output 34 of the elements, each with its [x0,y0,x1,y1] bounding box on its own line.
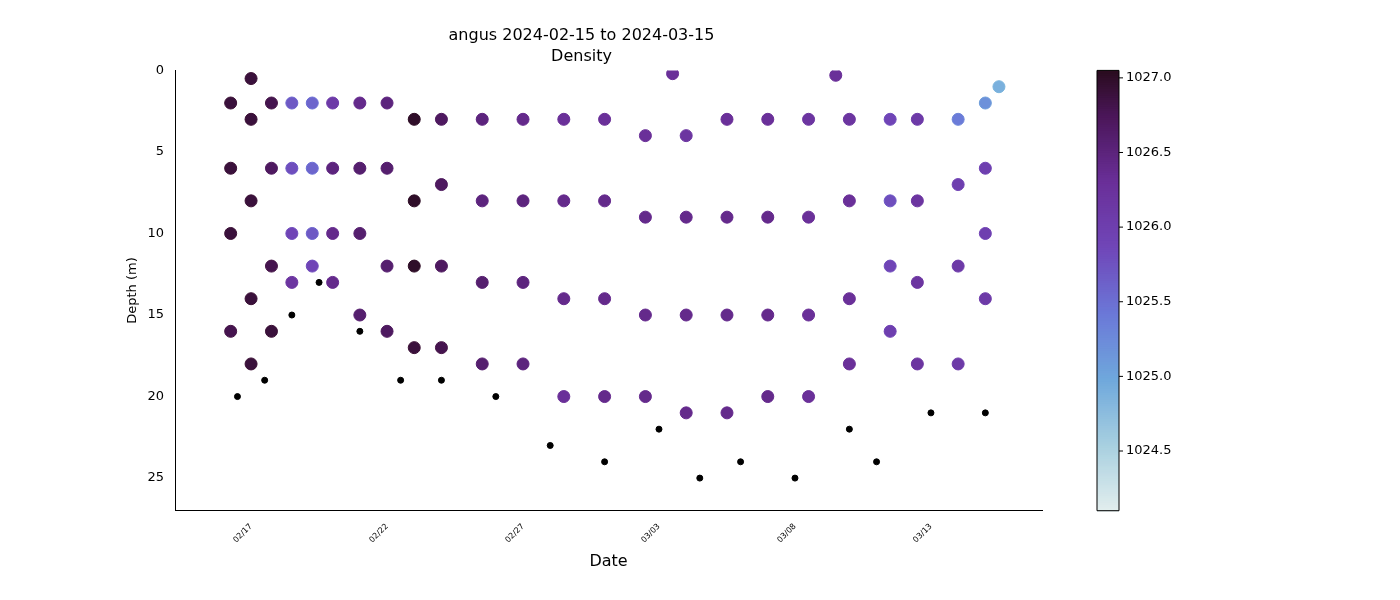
point [601,458,609,466]
point [696,474,704,482]
y-tick-label: 25 [147,469,165,485]
point [397,376,405,384]
y-tick-label: 0 [155,61,165,77]
point [437,376,445,384]
point [737,458,745,466]
point [546,441,554,449]
color-bar-label: 1027.0 [1126,69,1172,85]
point [791,474,799,482]
point [927,409,935,417]
y-tick-label: 5 [155,143,165,159]
color-bar-label: 1025.5 [1126,293,1172,309]
chart-subtitle: Density [551,45,612,65]
color-bar-label: 1024.5 [1126,442,1172,458]
color-bar-label: 1025.0 [1126,367,1172,383]
point [845,425,853,433]
chart-title: angus 2024-02-15 to 2024-03-15 [448,24,715,44]
color-bar-label: 1026.0 [1126,218,1172,234]
x-axis-title: Date [589,550,628,570]
point [315,278,323,286]
point [981,409,989,417]
color-bar-label: 1026.5 [1126,143,1172,159]
point [655,425,663,433]
y-axis-title: Depth (m) [124,257,140,324]
y-tick-label: 15 [147,306,165,322]
point [873,458,881,466]
y-tick-label: 20 [147,387,165,403]
point [233,393,241,401]
point [356,327,364,335]
point [492,393,500,401]
point [288,311,296,319]
point [261,376,269,384]
y-tick-label: 10 [147,224,165,240]
